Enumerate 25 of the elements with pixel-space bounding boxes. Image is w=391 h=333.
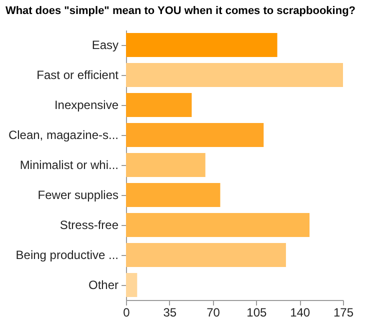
- x-tick-label: 175: [333, 306, 354, 320]
- x-tick-label: 35: [163, 306, 177, 320]
- bar: [126, 33, 278, 57]
- chart-title: What does "simple" mean to YOU when it comes to scrapbooking?: [5, 5, 356, 17]
- bar: [126, 63, 343, 87]
- y-tick-label: Inexpensive: [54, 98, 119, 112]
- y-tick-label: Stress-free: [60, 218, 119, 232]
- y-tick-label: Minimalist or whi...: [20, 158, 118, 172]
- x-tick-label: 0: [123, 306, 130, 320]
- bar: [126, 273, 138, 297]
- y-tick-label: Other: [88, 278, 118, 292]
- bar: [126, 123, 264, 147]
- bar: [126, 213, 310, 237]
- bar: [126, 243, 286, 267]
- y-tick-label: Fast or efficient: [36, 68, 120, 82]
- y-tick-label: Fewer supplies: [38, 188, 118, 202]
- bar: [126, 183, 220, 207]
- y-tick-label: Being productive ...: [16, 248, 118, 262]
- y-tick-label: Clean, magazine-s...: [8, 128, 118, 142]
- bar: [126, 93, 192, 117]
- x-tick-label: 70: [206, 306, 220, 320]
- y-tick-label: Easy: [92, 38, 118, 52]
- bar: [126, 153, 206, 177]
- x-tick-label: 140: [290, 306, 310, 320]
- x-tick-label: 105: [246, 306, 268, 320]
